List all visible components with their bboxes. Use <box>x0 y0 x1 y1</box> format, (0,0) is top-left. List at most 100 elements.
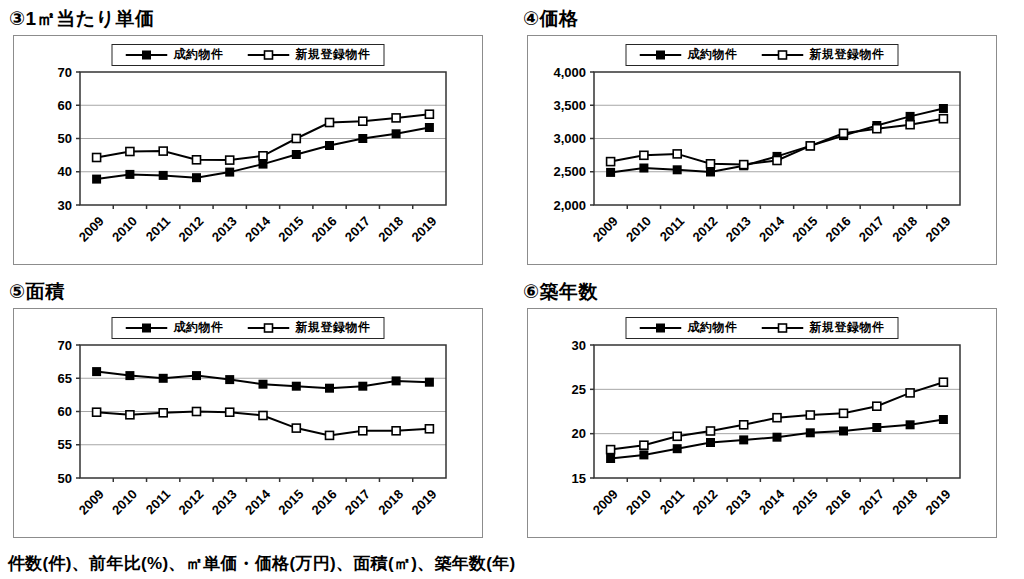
svg-text:2019: 2019 <box>408 486 439 517</box>
svg-text:2013: 2013 <box>209 486 240 517</box>
plot-area-building-age: 1520253020092010201120122013201420152016… <box>528 309 996 537</box>
svg-text:2013: 2013 <box>723 486 754 517</box>
chart-legend: 成約物件 新規登録物件 <box>112 44 385 66</box>
open-square-marker-icon <box>762 49 804 61</box>
svg-text:2019: 2019 <box>922 486 953 517</box>
svg-text:70: 70 <box>58 64 72 79</box>
legend-item-new-listing: 新規登録物件 <box>762 319 885 336</box>
svg-text:2016: 2016 <box>309 213 340 244</box>
svg-text:2015: 2015 <box>789 213 820 244</box>
svg-text:2012: 2012 <box>690 213 721 244</box>
chart-title-price: ④価格 <box>523 8 997 30</box>
legend-label-contracted: 成約物件 <box>688 46 738 63</box>
open-square-marker-icon <box>248 322 290 334</box>
svg-text:2013: 2013 <box>723 213 754 244</box>
plot-area-price: 2,0002,5003,0003,5004,000200920102011201… <box>528 36 996 264</box>
svg-text:2012: 2012 <box>690 486 721 517</box>
legend-item-new-listing: 新規登録物件 <box>762 46 885 63</box>
svg-text:2019: 2019 <box>922 213 953 244</box>
svg-text:2014: 2014 <box>242 213 274 245</box>
svg-text:15: 15 <box>572 470 586 485</box>
svg-text:2011: 2011 <box>657 213 688 244</box>
legend-label-new-listing: 新規登録物件 <box>810 319 885 336</box>
chart-section-building-age: ⑥築年数 成約物件 新規登録物件 15202530200920102011201… <box>527 281 997 538</box>
chart-title-area: ⑤面積 <box>9 281 483 303</box>
chart-panel-unit-price: 成約物件 新規登録物件 3040506070200920102011201220… <box>13 35 483 265</box>
chart-panel-building-age: 成約物件 新規登録物件 1520253020092010201120122013… <box>527 308 997 538</box>
svg-text:2,000: 2,000 <box>553 197 586 212</box>
svg-text:55: 55 <box>58 437 72 452</box>
plot-area-unit-price: 3040506070200920102011201220132014201520… <box>14 36 482 264</box>
svg-text:2,500: 2,500 <box>553 164 586 179</box>
plot-area-area: 5055606570200920102011201220132014201520… <box>14 309 482 537</box>
svg-text:2018: 2018 <box>889 213 920 244</box>
svg-text:2015: 2015 <box>275 213 306 244</box>
svg-text:2014: 2014 <box>242 486 274 518</box>
open-square-marker-icon <box>762 322 804 334</box>
svg-text:2009: 2009 <box>590 213 621 244</box>
legend-label-contracted: 成約物件 <box>174 46 224 63</box>
svg-text:20: 20 <box>572 426 586 441</box>
svg-text:2016: 2016 <box>823 213 854 244</box>
open-square-marker-icon <box>248 49 290 61</box>
svg-text:2011: 2011 <box>143 213 174 244</box>
svg-text:60: 60 <box>58 404 72 419</box>
legend-label-contracted: 成約物件 <box>174 319 224 336</box>
svg-text:2012: 2012 <box>176 213 207 244</box>
chart-title-building-age: ⑥築年数 <box>523 281 997 303</box>
legend-item-contracted: 成約物件 <box>640 319 738 336</box>
svg-text:30: 30 <box>58 197 72 212</box>
legend-label-contracted: 成約物件 <box>688 319 738 336</box>
svg-text:70: 70 <box>58 337 72 352</box>
chart-section-area: ⑤面積 成約物件 新規登録物件 505560657020092010201120… <box>13 281 483 538</box>
filled-square-marker-icon <box>640 49 682 61</box>
chart-legend: 成約物件 新規登録物件 <box>626 317 899 339</box>
svg-text:2011: 2011 <box>143 486 174 517</box>
legend-label-new-listing: 新規登録物件 <box>810 46 885 63</box>
legend-item-new-listing: 新規登録物件 <box>248 46 371 63</box>
filled-square-marker-icon <box>126 49 168 61</box>
svg-text:50: 50 <box>58 131 72 146</box>
svg-text:2013: 2013 <box>209 213 240 244</box>
chart-title-unit-price: ③1㎡当たり単価 <box>9 8 483 30</box>
svg-text:2011: 2011 <box>657 486 688 517</box>
chart-panel-price: 成約物件 新規登録物件 2,000 2,500 3,000 3,500 4,000 200… <box>527 35 997 265</box>
svg-text:2018: 2018 <box>889 486 920 517</box>
report-page: { "footnote": "件数(件)、前年比(%)、㎡単価・価格(万円)、面… <box>0 0 1024 579</box>
svg-text:2015: 2015 <box>275 486 306 517</box>
svg-text:2019: 2019 <box>408 213 439 244</box>
svg-text:2010: 2010 <box>109 486 140 517</box>
legend-item-contracted: 成約物件 <box>126 319 224 336</box>
chart-legend: 成約物件 新規登録物件 <box>626 44 899 66</box>
filled-square-marker-icon <box>126 322 168 334</box>
svg-text:2010: 2010 <box>623 486 654 517</box>
svg-text:30: 30 <box>572 337 586 352</box>
svg-text:2010: 2010 <box>623 213 654 244</box>
legend-label-new-listing: 新規登録物件 <box>296 319 371 336</box>
charts-grid: ③1㎡当たり単価 成約物件 新規登録物件 3040506070200920102… <box>13 8 1011 538</box>
svg-text:2012: 2012 <box>176 486 207 517</box>
svg-text:65: 65 <box>58 370 72 385</box>
legend-item-contracted: 成約物件 <box>640 46 738 63</box>
legend-item-new-listing: 新規登録物件 <box>248 319 371 336</box>
svg-text:2010: 2010 <box>109 213 140 244</box>
svg-text:3,500: 3,500 <box>553 98 586 113</box>
chart-section-price: ④価格 成約物件 新規登録物件 2,0002,5003,0003,5004,00… <box>527 8 997 265</box>
svg-text:2009: 2009 <box>590 486 621 517</box>
svg-text:2009: 2009 <box>76 486 107 517</box>
chart-legend: 成約物件 新規登録物件 <box>112 317 385 339</box>
svg-text:2014: 2014 <box>756 213 788 245</box>
chart-section-unit-price: ③1㎡当たり単価 成約物件 新規登録物件 3040506070200920102… <box>13 8 483 265</box>
svg-text:2016: 2016 <box>309 486 340 517</box>
svg-text:40: 40 <box>58 164 72 179</box>
svg-text:2017: 2017 <box>856 486 887 517</box>
svg-text:4,000: 4,000 <box>553 64 586 79</box>
chart-panel-area: 成約物件 新規登録物件 5055606570200920102011201220… <box>13 308 483 538</box>
svg-text:3,000: 3,000 <box>553 131 586 146</box>
legend-item-contracted: 成約物件 <box>126 46 224 63</box>
svg-text:2009: 2009 <box>76 213 107 244</box>
svg-text:2018: 2018 <box>375 213 406 244</box>
units-footnote: 件数(件)、前年比(%)、㎡単価・価格(万円)、面積(㎡)、築年数(年) <box>8 552 1011 575</box>
svg-text:2014: 2014 <box>756 486 788 518</box>
svg-text:2015: 2015 <box>789 486 820 517</box>
